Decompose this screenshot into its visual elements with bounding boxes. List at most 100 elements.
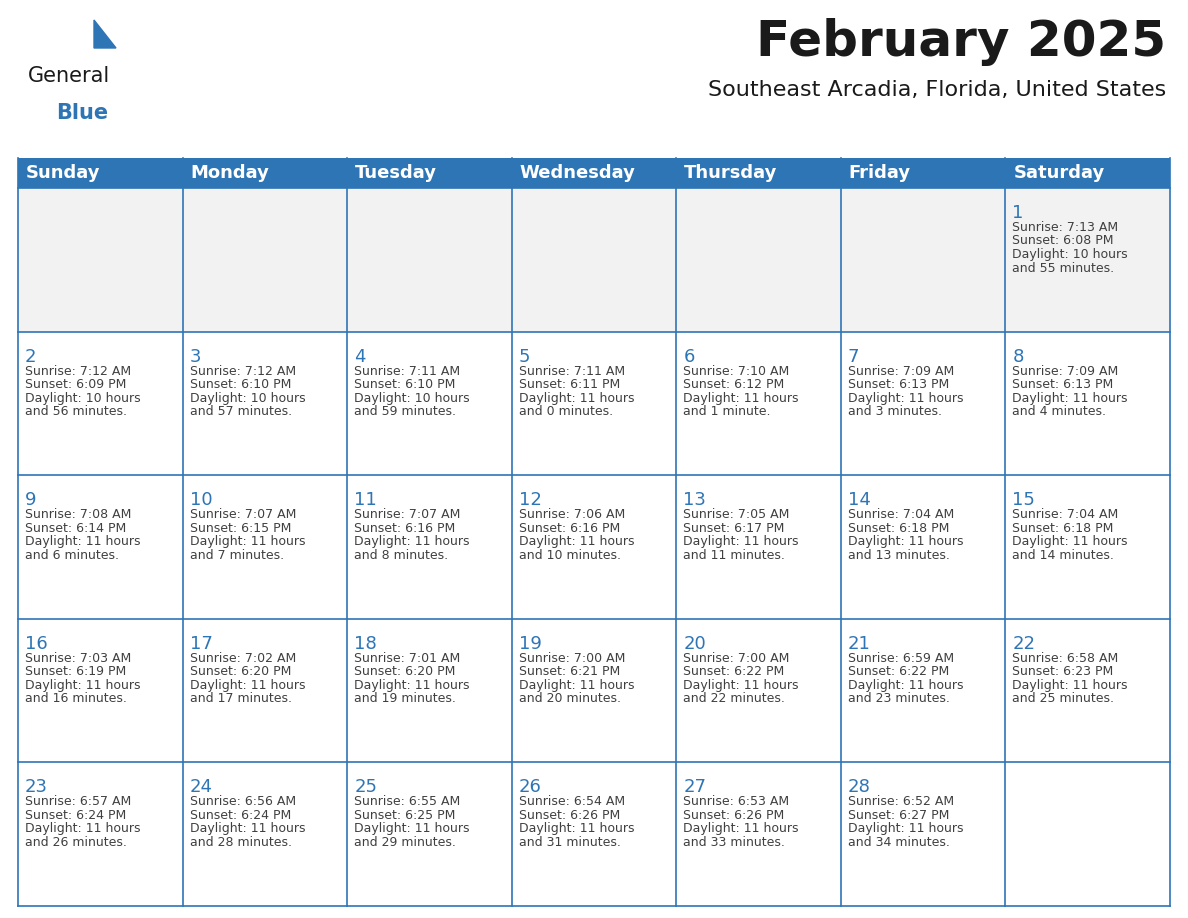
- Text: and 1 minute.: and 1 minute.: [683, 405, 771, 418]
- Text: Sunset: 6:16 PM: Sunset: 6:16 PM: [519, 521, 620, 534]
- Text: and 59 minutes.: and 59 minutes.: [354, 405, 456, 418]
- Text: Sunset: 6:23 PM: Sunset: 6:23 PM: [1012, 666, 1113, 678]
- Text: Daylight: 11 hours: Daylight: 11 hours: [519, 678, 634, 692]
- Text: and 33 minutes.: and 33 minutes.: [683, 836, 785, 849]
- Text: Sunrise: 7:06 AM: Sunrise: 7:06 AM: [519, 509, 625, 521]
- Text: 13: 13: [683, 491, 706, 509]
- Text: Sunrise: 7:12 AM: Sunrise: 7:12 AM: [25, 364, 131, 377]
- Text: Sunrise: 7:00 AM: Sunrise: 7:00 AM: [683, 652, 790, 665]
- Text: 1: 1: [1012, 204, 1024, 222]
- Text: Sunrise: 6:54 AM: Sunrise: 6:54 AM: [519, 795, 625, 809]
- Text: February 2025: February 2025: [756, 18, 1165, 66]
- Text: 22: 22: [1012, 635, 1036, 653]
- Text: Daylight: 10 hours: Daylight: 10 hours: [1012, 248, 1129, 261]
- Text: Daylight: 11 hours: Daylight: 11 hours: [25, 535, 140, 548]
- Text: 18: 18: [354, 635, 377, 653]
- Text: Sunrise: 7:04 AM: Sunrise: 7:04 AM: [848, 509, 954, 521]
- Bar: [18, 158, 1170, 188]
- Text: Daylight: 11 hours: Daylight: 11 hours: [683, 535, 798, 548]
- Text: Daylight: 10 hours: Daylight: 10 hours: [190, 392, 305, 405]
- Text: 11: 11: [354, 491, 377, 509]
- Text: 8: 8: [1012, 348, 1024, 365]
- Text: Sunrise: 7:07 AM: Sunrise: 7:07 AM: [354, 509, 461, 521]
- Text: and 28 minutes.: and 28 minutes.: [190, 836, 291, 849]
- Text: 7: 7: [848, 348, 859, 365]
- Text: and 34 minutes.: and 34 minutes.: [848, 836, 949, 849]
- Text: Tuesday: Tuesday: [355, 164, 437, 182]
- Text: and 19 minutes.: and 19 minutes.: [354, 692, 456, 705]
- Text: Wednesday: Wednesday: [519, 164, 636, 182]
- Text: 28: 28: [848, 778, 871, 797]
- Text: Sunset: 6:10 PM: Sunset: 6:10 PM: [354, 378, 455, 391]
- Text: and 11 minutes.: and 11 minutes.: [683, 549, 785, 562]
- Text: and 10 minutes.: and 10 minutes.: [519, 549, 620, 562]
- Text: Daylight: 11 hours: Daylight: 11 hours: [519, 392, 634, 405]
- Text: Sunrise: 7:03 AM: Sunrise: 7:03 AM: [25, 652, 131, 665]
- Text: Sunset: 6:27 PM: Sunset: 6:27 PM: [848, 809, 949, 822]
- Text: 4: 4: [354, 348, 366, 365]
- Text: Daylight: 11 hours: Daylight: 11 hours: [683, 823, 798, 835]
- Text: Daylight: 11 hours: Daylight: 11 hours: [25, 678, 140, 692]
- Text: Sunrise: 6:56 AM: Sunrise: 6:56 AM: [190, 795, 296, 809]
- Text: Sunrise: 7:02 AM: Sunrise: 7:02 AM: [190, 652, 296, 665]
- Text: Sunrise: 6:57 AM: Sunrise: 6:57 AM: [25, 795, 131, 809]
- Text: Sunrise: 7:04 AM: Sunrise: 7:04 AM: [1012, 509, 1119, 521]
- Text: 27: 27: [683, 778, 707, 797]
- Text: Sunset: 6:21 PM: Sunset: 6:21 PM: [519, 666, 620, 678]
- Text: Sunrise: 7:12 AM: Sunrise: 7:12 AM: [190, 364, 296, 377]
- Text: Daylight: 11 hours: Daylight: 11 hours: [354, 823, 469, 835]
- Text: 20: 20: [683, 635, 706, 653]
- Text: Sunset: 6:20 PM: Sunset: 6:20 PM: [190, 666, 291, 678]
- Text: Sunset: 6:14 PM: Sunset: 6:14 PM: [25, 521, 126, 534]
- Text: Sunset: 6:24 PM: Sunset: 6:24 PM: [190, 809, 291, 822]
- Text: Daylight: 11 hours: Daylight: 11 hours: [190, 678, 305, 692]
- Text: and 20 minutes.: and 20 minutes.: [519, 692, 620, 705]
- Text: and 14 minutes.: and 14 minutes.: [1012, 549, 1114, 562]
- Text: Sunset: 6:22 PM: Sunset: 6:22 PM: [683, 666, 784, 678]
- Text: 12: 12: [519, 491, 542, 509]
- Text: 6: 6: [683, 348, 695, 365]
- Text: Monday: Monday: [190, 164, 270, 182]
- Text: Daylight: 11 hours: Daylight: 11 hours: [1012, 678, 1127, 692]
- Text: 26: 26: [519, 778, 542, 797]
- Text: Southeast Arcadia, Florida, United States: Southeast Arcadia, Florida, United State…: [708, 80, 1165, 100]
- Bar: [18, 188, 1170, 331]
- Text: General: General: [29, 66, 110, 86]
- Text: 9: 9: [25, 491, 37, 509]
- Text: Sunset: 6:26 PM: Sunset: 6:26 PM: [519, 809, 620, 822]
- Text: Sunset: 6:17 PM: Sunset: 6:17 PM: [683, 521, 784, 534]
- Text: and 3 minutes.: and 3 minutes.: [848, 405, 942, 418]
- Text: and 56 minutes.: and 56 minutes.: [25, 405, 127, 418]
- Text: Sunset: 6:13 PM: Sunset: 6:13 PM: [1012, 378, 1113, 391]
- Text: Sunset: 6:10 PM: Sunset: 6:10 PM: [190, 378, 291, 391]
- Text: Daylight: 11 hours: Daylight: 11 hours: [848, 392, 963, 405]
- Text: 3: 3: [190, 348, 201, 365]
- Text: and 4 minutes.: and 4 minutes.: [1012, 405, 1106, 418]
- Text: and 17 minutes.: and 17 minutes.: [190, 692, 291, 705]
- Text: Sunrise: 6:59 AM: Sunrise: 6:59 AM: [848, 652, 954, 665]
- Text: 10: 10: [190, 491, 213, 509]
- Text: 21: 21: [848, 635, 871, 653]
- Text: and 23 minutes.: and 23 minutes.: [848, 692, 949, 705]
- Text: Sunrise: 7:11 AM: Sunrise: 7:11 AM: [519, 364, 625, 377]
- Text: and 55 minutes.: and 55 minutes.: [1012, 262, 1114, 274]
- Text: Sunrise: 7:13 AM: Sunrise: 7:13 AM: [1012, 221, 1119, 234]
- Text: and 31 minutes.: and 31 minutes.: [519, 836, 620, 849]
- Text: and 13 minutes.: and 13 minutes.: [848, 549, 949, 562]
- Text: 14: 14: [848, 491, 871, 509]
- Text: 16: 16: [25, 635, 48, 653]
- Text: Daylight: 11 hours: Daylight: 11 hours: [354, 535, 469, 548]
- Text: Sunday: Sunday: [26, 164, 101, 182]
- Text: 2: 2: [25, 348, 37, 365]
- Text: Sunrise: 6:52 AM: Sunrise: 6:52 AM: [848, 795, 954, 809]
- Text: Daylight: 11 hours: Daylight: 11 hours: [354, 678, 469, 692]
- Text: Sunset: 6:09 PM: Sunset: 6:09 PM: [25, 378, 126, 391]
- Text: Sunset: 6:16 PM: Sunset: 6:16 PM: [354, 521, 455, 534]
- Text: 25: 25: [354, 778, 377, 797]
- Text: Daylight: 11 hours: Daylight: 11 hours: [519, 535, 634, 548]
- Text: Sunset: 6:25 PM: Sunset: 6:25 PM: [354, 809, 455, 822]
- Text: Sunrise: 7:09 AM: Sunrise: 7:09 AM: [848, 364, 954, 377]
- Text: Daylight: 11 hours: Daylight: 11 hours: [25, 823, 140, 835]
- Text: and 25 minutes.: and 25 minutes.: [1012, 692, 1114, 705]
- Text: Daylight: 10 hours: Daylight: 10 hours: [25, 392, 140, 405]
